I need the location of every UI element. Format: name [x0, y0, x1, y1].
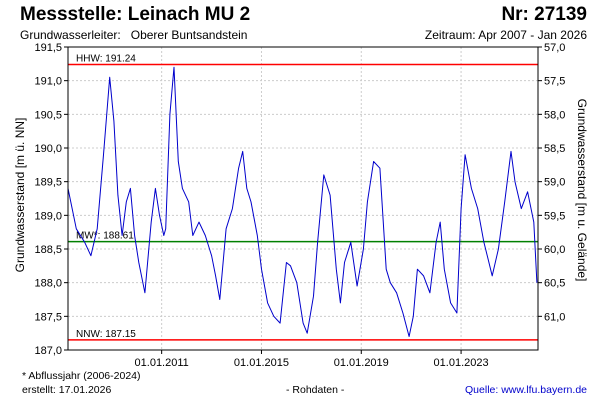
- right-y-tick-label: 60,5: [544, 278, 565, 290]
- source-link[interactable]: Quelle: www.lfu.bayern.de: [465, 384, 587, 396]
- right-y-tick-label: 58,0: [544, 109, 565, 121]
- left-y-tick-label: 188,0: [34, 278, 62, 290]
- right-y-tick-label: 61,0: [544, 311, 565, 323]
- plot-frame: [67, 46, 539, 351]
- left-y-axis-ticks: 187,0 187,5 188,0 188,5 189,0 189,5 190,0 190,5…: [34, 42, 68, 357]
- left-y-tick-label: 187,0: [34, 345, 62, 357]
- station-number: Nr: 27139: [501, 4, 587, 25]
- left-y-tick-label: 191,5: [34, 42, 62, 54]
- reference-lines: HHW: 191.24 MW*: 188.61 NNW: 187.15: [68, 54, 538, 341]
- aquifer-value: Oberer Buntsandstein: [130, 28, 248, 42]
- aquifer-info: Grundwasserleiter: Oberer Buntsandstein: [20, 28, 247, 42]
- right-y-tick-label: 57,5: [544, 76, 565, 88]
- groundwater-level-line: [67, 66, 538, 337]
- left-y-tick-label: 190,5: [34, 109, 62, 121]
- right-y-axis-ticks: 57,0 57,5 58,0 58,5 59,0 59,5 60,0 60,5 61,0: [538, 42, 565, 323]
- x-tick-label: 01.01.2015: [234, 357, 289, 369]
- right-y-tick-label: 60,0: [544, 244, 565, 256]
- page-title: Messstelle: Leinach MU 2: [20, 4, 251, 25]
- right-y-tick-label: 58,5: [544, 143, 565, 155]
- x-tick-label: 01.01.2019: [334, 357, 389, 369]
- x-tick-label: 01.01.2023: [434, 357, 489, 369]
- left-y-tick-label: 187,5: [34, 311, 62, 323]
- aquifer-label: Grundwasserleiter:: [20, 28, 121, 42]
- left-y-tick-label: 189,5: [34, 177, 62, 189]
- period-info: Zeitraum: Apr 2007 - Jan 2026: [424, 28, 587, 42]
- left-y-tick-label: 190,0: [34, 143, 62, 155]
- right-y-axis-label: Grundwasserstand [m u. Gelände]: [575, 99, 589, 282]
- right-y-tick-label: 57,0: [544, 42, 565, 54]
- grid-lines: [68, 46, 538, 351]
- footnote-hydrological-year: * Abflussjahr (2006-2024): [22, 370, 141, 382]
- left-y-tick-label: 188,5: [34, 244, 62, 256]
- created-date: erstellt: 17.01.2026: [22, 384, 112, 396]
- left-y-tick-label: 189,0: [34, 210, 62, 222]
- left-y-tick-label: 191,0: [34, 76, 62, 88]
- mw-label: MW*: 188.61: [76, 231, 134, 242]
- left-y-axis-label: Grundwasserstand [m ü. NN]: [13, 118, 27, 273]
- right-y-tick-label: 59,0: [544, 177, 565, 189]
- x-axis-ticks: 01.01.2011 01.01.2015 01.01.2019 01.01.2023: [135, 350, 489, 369]
- nnw-label: NNW: 187.15: [76, 329, 136, 340]
- x-tick-label: 01.01.2011: [135, 357, 189, 369]
- raw-data-label: - Rohdaten -: [286, 384, 345, 396]
- hhw-label: HHW: 191.24: [76, 54, 136, 65]
- right-y-tick-label: 59,5: [544, 210, 565, 222]
